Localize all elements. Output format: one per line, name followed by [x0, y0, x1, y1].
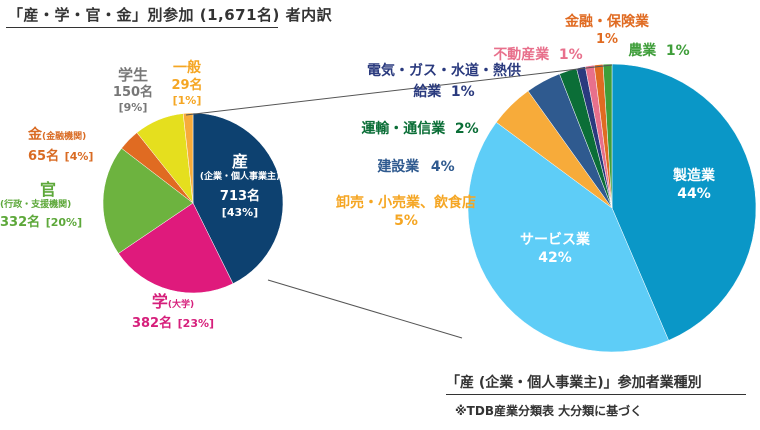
label-realestate: 不動産業 1% — [493, 47, 583, 63]
right-pie — [467, 63, 757, 353]
right-slice-agri — [602, 63, 613, 209]
label-ippan: 一般 29名 [1%] — [171, 60, 203, 107]
left-slice-gaku — [118, 202, 234, 294]
label-kin: 金(金融機関) 65名 [4%] — [28, 127, 94, 164]
label-svc: サービス業 42% — [520, 232, 590, 266]
label-agri: 農業 1% — [628, 43, 690, 59]
left-slice-ippan — [182, 112, 194, 204]
connector-line-bottom — [267, 279, 463, 339]
connector-line-top — [185, 64, 613, 116]
title-underline — [6, 27, 278, 28]
label-retail: 卸売・小売業、飲食店 5% — [336, 195, 476, 229]
right-chart-note: ※TDB産業分類表 大分類に基づく — [455, 404, 643, 418]
label-constr: 建設業 4% — [377, 159, 455, 175]
label-san: 産 (企業・個人事業主) 713名 [43%] — [199, 152, 281, 219]
label-util: 電気・ガス・水道・熱供給業 1% — [367, 63, 521, 100]
left-slice-kan — [102, 147, 194, 254]
right-title-underline — [446, 394, 746, 395]
label-gakusei: 学生 150名 [9%] — [112, 66, 154, 114]
left-slice-san — [192, 112, 284, 284]
right-chart-title: 「産 (企業・個人事業主)」参加者業種別 — [446, 375, 702, 391]
left-pie — [102, 112, 284, 294]
right-slice-svc — [467, 121, 669, 353]
label-mfg: 製造業 44% — [673, 168, 715, 202]
label-finance: 金融・保険業 1% — [565, 14, 649, 47]
right-slice-mfg — [611, 63, 757, 341]
label-gaku: 学(大学) 382名 [23%] — [131, 292, 215, 331]
label-kan: 官 (行政・支援機関) 332名 [20%] — [0, 180, 83, 231]
label-trans: 運輸・通信業 2% — [361, 121, 479, 137]
chart-title: 「産・学・官・金」別参加 (1,671名) 者内訳 — [8, 6, 333, 24]
